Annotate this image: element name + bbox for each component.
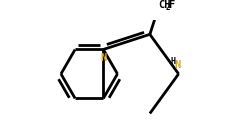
Text: 2: 2 <box>166 3 170 12</box>
Text: N: N <box>174 60 181 70</box>
Text: CH: CH <box>158 0 170 10</box>
Text: N: N <box>100 53 106 63</box>
Text: H: H <box>170 57 175 66</box>
Text: F: F <box>169 0 175 10</box>
